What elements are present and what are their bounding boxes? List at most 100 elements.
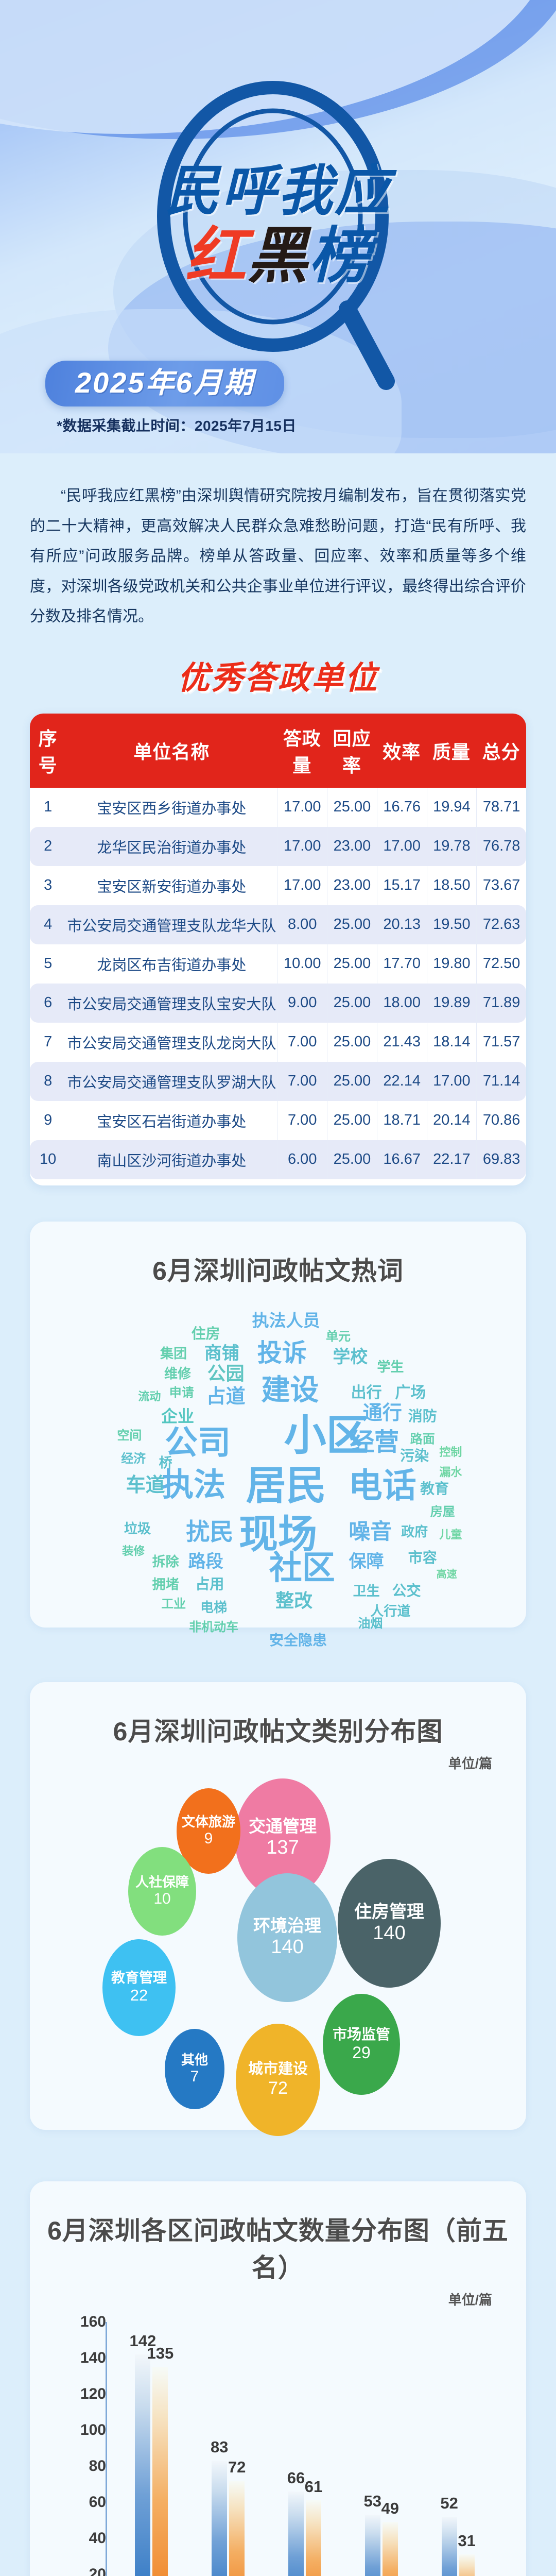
wordcloud-word: 小区: [284, 1412, 369, 1460]
bubble-value: 72: [268, 2078, 288, 2098]
hero-banner: 民呼我应 红黑榜 2025年6月期 *数据采集截止时间：2025年7月15日: [0, 0, 556, 453]
wordcloud-word: 政府: [401, 1524, 428, 1540]
table-cell: 72.63: [476, 905, 526, 944]
wordcloud-word: 漏水: [439, 1465, 462, 1479]
wordcloud-word: 社区: [269, 1549, 335, 1587]
bubble-环境治理: 环境治理 140: [237, 1873, 337, 2003]
wordcloud-word: 投诉: [257, 1340, 307, 1367]
bar-value-label: 66: [287, 2468, 305, 2487]
wordcloud-word: 广场: [395, 1384, 426, 1402]
bubble-value: 140: [373, 1922, 406, 1944]
table-cell: 宝安区石岩街道办事处: [97, 1113, 247, 1130]
table-cell: 19.78: [426, 826, 477, 866]
table-row: 7 市公安局交通管理支队龙岗大队 7.00 25.00 21.43 18.14 71.57: [30, 1022, 526, 1062]
wordcloud-word: 学生: [377, 1359, 404, 1375]
bubble-label: 住房管理: [354, 1902, 424, 1922]
th-efficiency: 效率: [376, 713, 427, 788]
bar-问政帖文数量: 53: [364, 2492, 381, 2576]
table-cell: 9.00: [277, 983, 327, 1023]
district-chart-section: 6月深圳各区问政帖文数量分布图（前五名） 单位/篇 02040608010012…: [0, 2165, 556, 2576]
wordcloud-word: 儿童: [439, 1528, 462, 1541]
intro-section: “民呼我应红黑榜”由深圳舆情研究院按月编制发布，旨在贯彻落实党的二十大精神，更高…: [0, 453, 556, 642]
rank-table: 序号 单位名称 答政量 回应率 效率 质量 总分 1 宝安区西乡街道办事处 17.0…: [30, 713, 526, 1179]
bar-group: 142135宝安区: [130, 2322, 173, 2576]
bubble-城市建设: 城市建设 72: [236, 2024, 320, 2137]
table-cell: 19.89: [426, 983, 477, 1023]
table-cell: 龙岗区布吉街道办事处: [97, 957, 247, 974]
table-cell: 18.50: [426, 866, 477, 905]
table-cell: 17.00: [376, 826, 427, 866]
wordcloud-word: 单元: [326, 1330, 351, 1344]
table-cell: 7.00: [277, 1022, 327, 1062]
bubble-label: 教育管理: [111, 1970, 167, 1986]
bubble-label: 文体旅游: [181, 1814, 235, 1829]
bubble-其他: 其他 7: [165, 2029, 224, 2110]
bar-group: 6661龙岗区: [287, 2322, 323, 2576]
table-cell: 5: [44, 955, 53, 972]
wordcloud-word: 集团: [160, 1346, 187, 1362]
bubble-chart-card: 6月深圳问政帖文类别分布图 单位/篇 交通管理 137 住房管理 140 环境治理 140…: [30, 1682, 526, 2137]
wordcloud-word: 公司: [165, 1424, 231, 1462]
table-cell: 3: [44, 877, 53, 894]
bubble-chart-section: 6月深圳问政帖文类别分布图 单位/篇 交通管理 137 住房管理 140 环境治理 140…: [0, 1666, 556, 2166]
y-axis-tick: 120: [80, 2385, 106, 2402]
table-row: 3 宝安区新安街道办事处 17.00 23.00 15.17 18.50 73.67: [30, 866, 526, 905]
table-cell: 宝安区新安街道办事处: [97, 878, 247, 895]
table-cell: 22.17: [426, 1140, 477, 1179]
bubble-chart-unit: 单位/篇: [448, 1755, 492, 1771]
th-quality: 质量: [426, 713, 477, 788]
date-badge-label: 2025年6月期: [75, 366, 254, 399]
wordcloud-word: 空间: [117, 1429, 142, 1443]
bar-value-label: 31: [458, 2532, 476, 2550]
wordcloud-word: 流动: [138, 1389, 161, 1403]
table-cell: 71.14: [476, 1061, 526, 1101]
th-total: 总分: [476, 713, 526, 788]
table-cell: 8.00: [277, 905, 327, 944]
bar-问政帖文数量: 52: [440, 2494, 458, 2576]
bubble-label: 城市建设: [248, 2061, 308, 2078]
table-cell: 70.86: [476, 1100, 526, 1140]
table-cell: 6.00: [277, 1140, 327, 1179]
table-cell: 2: [30, 826, 66, 866]
wordcloud-word: 经营: [350, 1429, 399, 1456]
table-row: 8 市公安局交通管理支队罗湖大队 7.00 25.00 22.14 17.00 71.14: [30, 1061, 526, 1101]
table-cell: 23.00: [327, 866, 377, 905]
table-cell: 市公安局交通管理支队宝安大队: [66, 983, 277, 1023]
wordcloud-word: 经济: [121, 1452, 146, 1466]
table-cell: 71.89: [476, 983, 526, 1023]
bubble-label: 市场监管: [332, 2026, 390, 2043]
bar-group: 5349罗湖区: [364, 2322, 399, 2576]
table-cell: 25.00: [327, 787, 377, 827]
hero-title-main: 民呼我应: [165, 161, 391, 222]
th-rate: 回应率: [327, 713, 377, 788]
wordcloud-word: 教育: [420, 1480, 449, 1497]
wordcloud-word: 占道: [206, 1385, 246, 1408]
table-cell: 71.57: [476, 1022, 526, 1062]
district-chart-unit: 单位/篇: [448, 2292, 492, 2308]
table-cell: 市公安局交通管理支队龙华大队: [66, 905, 277, 944]
bar-value-label: 61: [304, 2478, 323, 2496]
table-cell: 25.00: [327, 905, 377, 944]
wordcloud-word: 人行道: [370, 1603, 411, 1619]
district-chart-plot: 020406080100120140160142135宝安区8372龙华区666…: [80, 2313, 496, 2576]
rank-table-head: 序号 单位名称 答政量 回应率 效率 质量 总分: [30, 713, 526, 788]
table-cell: 25.00: [327, 1022, 377, 1062]
table-cell: 20.14: [426, 1100, 477, 1140]
bubble-label: 环境治理: [253, 1916, 321, 1935]
table-cell: 25.00: [327, 1061, 377, 1101]
y-axis-tick: 100: [80, 2421, 106, 2438]
wordcloud-word: 车道: [126, 1475, 165, 1497]
bubble-value: 140: [271, 1936, 304, 1958]
table-cell: 17.00: [277, 826, 327, 866]
wordcloud-section: 6月深圳问政帖文热词 小区 居民 现场 公司 电话 执法 社区 建设 经营 投诉 扰民 噪音 通行 执法人…: [0, 1206, 556, 1667]
hero-title-sub: 红黑榜: [0, 226, 556, 286]
bubble-文体旅游: 文体旅游 9: [177, 1788, 240, 1874]
magnifier-icon: [157, 81, 395, 390]
wordcloud-word: 消防: [408, 1408, 437, 1425]
wordcloud-word: 房屋: [430, 1504, 455, 1519]
bar-group: 5231光明区: [440, 2322, 476, 2576]
th-volume: 答政量: [277, 713, 327, 788]
rank-table-header-row: 序号 单位名称 答政量 回应率 效率 质量 总分: [30, 713, 526, 788]
wordcloud-word: 高速: [436, 1569, 457, 1581]
bubble-chart-canvas: 交通管理 137 住房管理 140 环境治理 140 文体旅游 9 人社保障 10 教育管理 22 其他…: [46, 1774, 510, 2137]
